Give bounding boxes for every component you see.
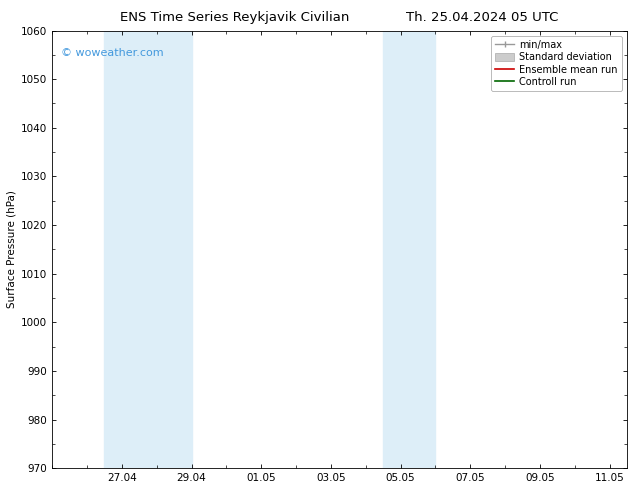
Bar [105,30,191,468]
Bar [383,30,436,468]
Legend: min/max, Standard deviation, Ensemble mean run, Controll run: min/max, Standard deviation, Ensemble me… [491,36,621,91]
Y-axis label: Surface Pressure (hPa): Surface Pressure (hPa) [7,191,17,308]
Text: ENS Time Series Reykjavik Civilian: ENS Time Series Reykjavik Civilian [120,11,349,24]
Text: © woweather.com: © woweather.com [61,48,164,58]
Text: Th. 25.04.2024 05 UTC: Th. 25.04.2024 05 UTC [406,11,558,24]
